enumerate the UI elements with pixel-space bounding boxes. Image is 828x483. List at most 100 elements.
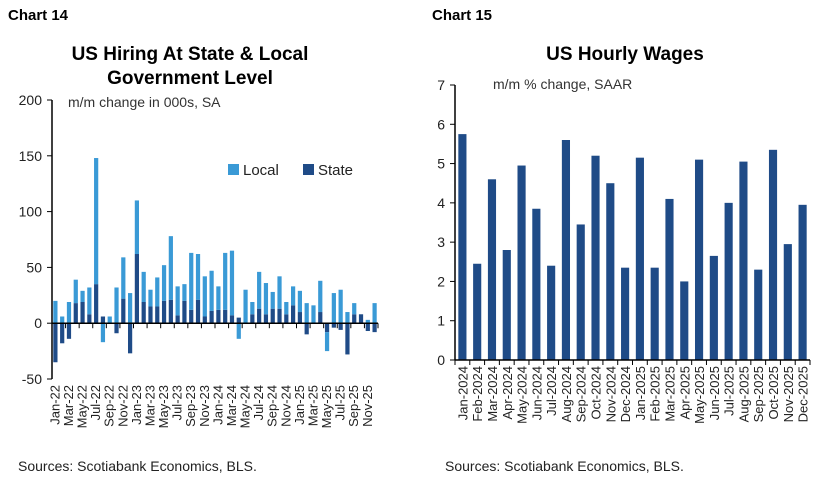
chart15-bar [502,250,511,360]
chart14-bar-state [352,314,357,324]
chart14-bar-state [148,306,153,324]
chart14-bar-state [304,323,309,335]
chart15-bar [576,224,585,360]
chart14-bar-local [284,301,289,315]
chart15-x-tick-label: May-2025 [692,366,707,424]
chart15-x-tick-label: Oct-2025 [766,366,781,419]
chart15-x-tick-label: Feb-2024 [470,366,485,422]
chart14-x-tick-label: Jan-25 [292,385,307,425]
chart14-bar-local [263,283,269,315]
chart15-x-tick-label: Dec-2024 [618,366,633,422]
chart15-x-tick-label: Jan-2024 [455,366,470,420]
chart14-x-tick-label: Nov-25 [360,385,375,427]
chart14-x-tick-label: Mar-24 [224,385,239,426]
chart14-bar-local [345,312,350,324]
chart14-bar-state [229,315,235,324]
chart15-bar [650,267,659,360]
chart14-bar-state [161,300,167,324]
chart15-x-tick-label: Mar-2024 [485,366,500,422]
chart15-x-tick-label: Sep-2024 [574,366,589,422]
chart14-bar-local [66,301,72,324]
chart15-x-tick-label: Oct-2024 [589,366,604,419]
chart14-y-tick-label: 50 [26,259,42,275]
chart14-bar-local [304,303,309,324]
chart14-bar-local [114,287,119,324]
chart14-bar-local [195,254,201,300]
chart14-bar-local [216,286,221,310]
chart15-bar [665,198,674,360]
chart14-bar-state [338,323,343,330]
chart14-bar-state [80,301,85,324]
chart14-bar-local [318,280,323,313]
chart14-x-tick-label: Mar-22 [61,385,76,426]
chart14-x-tick-label: Jan-22 [47,385,62,425]
chart14-bar-state [202,316,207,324]
chart14-bar-local [250,301,255,315]
chart14-bar-state [331,323,336,328]
chart15-bar [754,269,763,360]
chart15-bar [532,208,541,360]
chart15-subtitle: m/m % change, SAAR [493,76,633,92]
chart14-bar-local [141,271,146,302]
chart14-x-tick-label: May-24 [238,385,253,428]
chart15-x-tick-label: Jun-2025 [707,366,722,420]
chart14-bar-local [182,284,187,301]
chart14-x-tick-label: Nov-24 [278,385,293,427]
chart14-bar-state [277,308,282,324]
chart14-bar-local [80,290,85,302]
chart14-x-tick-label: Jan-24 [210,385,225,425]
chart14-label: Chart 14 [8,7,69,24]
chart14-bar-local [229,250,235,316]
chart14-bar-state [372,323,377,333]
chart14-x-tick-label: Jan-23 [129,385,144,425]
chart15-bar [561,140,571,360]
chart14-bar-local [223,252,228,310]
chart14-source: Sources: Scotiabank Economics, BLS. [18,458,257,474]
chart15-x-tick-label: Apr-2024 [500,366,515,419]
chart14-x-tick-label: Nov-23 [197,385,212,427]
chart14-bar-state [134,254,140,324]
chart15-label: Chart 15 [432,7,493,24]
chart14-bar-local [352,303,357,315]
chart14-bar-local [290,286,296,306]
chart14-x-tick-label: May-23 [156,385,171,428]
chart14-bar-state [100,316,106,324]
chart14-bar-state [324,323,330,333]
chart14-x-tick-label: Sep-25 [346,385,361,427]
chart15-x-tick-label: Jun-2024 [529,366,544,420]
chart14-x-tick-label: Nov-22 [115,385,130,427]
chart14-bar-local [372,303,377,324]
chart14-x-tick-label: Jul-23 [170,385,185,420]
chart15-y-tick-label: 5 [437,156,445,172]
chart14-bar-state [87,314,92,324]
chart15-y-tick-label: 0 [437,352,445,368]
chart14-bar-state [270,308,275,324]
chart15-x-tick-label: Nov-2024 [603,366,618,422]
chart15-x-tick-label: Jul-2025 [722,366,737,416]
chart15-x-tick-label: Aug-2025 [736,366,751,422]
chart14-bar-local [127,293,133,324]
chart14-bar-local [107,316,112,324]
chart14-y-tick-label: 150 [19,148,43,164]
chart14-bar-state [263,314,269,324]
chart14-x-tick-label: Sep-22 [102,385,117,427]
chart14-x-tick-label: Jul-24 [251,385,266,420]
chart14-x-tick-label: May-22 [75,385,90,428]
chart15-x-tick-label: Jan-2025 [633,366,648,420]
chart14-bar-state [73,303,78,324]
chart14-bar-state [60,323,65,344]
chart15-bar [739,161,748,360]
chart14-title: US Hiring At State & Local Government Le… [71,44,309,89]
chart14-bar-local [311,305,316,324]
chart14-bar-local [297,290,303,313]
chart14-bar-local [100,323,106,343]
chart15-x-tick-label: Mar-2025 [662,366,677,422]
chart14-bar-local [87,287,92,315]
chart14-bar-state [168,299,173,324]
chart14-bar-local [53,300,58,324]
chart14-subtitle: m/m change in 000s, SA [68,94,221,110]
chart14-bar-state [236,317,241,324]
chart15-bar [635,157,644,360]
chart14-bar-state [345,323,350,355]
